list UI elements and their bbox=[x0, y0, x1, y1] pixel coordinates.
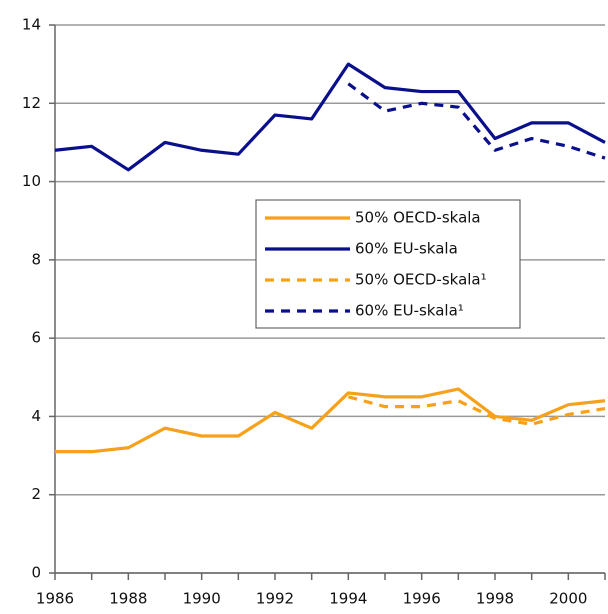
series-line bbox=[347, 395, 606, 426]
x-tick-label: 2000 bbox=[549, 590, 587, 608]
x-tick-label: 1996 bbox=[403, 590, 441, 608]
legend-label: 50% OECD-skala¹ bbox=[355, 271, 487, 289]
series-line bbox=[347, 82, 606, 160]
y-tick-label: 12 bbox=[22, 94, 41, 112]
x-tick-label: 1986 bbox=[36, 590, 74, 608]
legend-label: 50% OECD-skala bbox=[355, 209, 481, 227]
legend-box bbox=[255, 199, 521, 329]
x-tick-label: 1998 bbox=[476, 590, 514, 608]
series-line bbox=[54, 62, 606, 172]
legend: 50% OECD-skala 60% EU-skala 50% OECD-skala… bbox=[255, 199, 521, 329]
y-tick-label: 0 bbox=[31, 564, 41, 582]
y-tick-label: 14 bbox=[22, 16, 41, 34]
series-line bbox=[55, 387, 606, 454]
x-tick-label: 1992 bbox=[256, 590, 294, 608]
x-tick-label: 1994 bbox=[329, 590, 367, 608]
y-tick-label: 4 bbox=[31, 407, 41, 425]
y-tick-label: 2 bbox=[31, 485, 41, 503]
y-tick-label: 8 bbox=[31, 250, 41, 268]
legend-label: 60% EU-skala bbox=[355, 240, 458, 258]
x-tick-label: 1988 bbox=[109, 590, 147, 608]
x-tick-label: 1990 bbox=[183, 590, 221, 608]
y-tick-label: 6 bbox=[31, 329, 41, 347]
y-tick-label: 10 bbox=[22, 172, 41, 190]
legend-label: 60% EU-skala¹ bbox=[355, 302, 464, 320]
